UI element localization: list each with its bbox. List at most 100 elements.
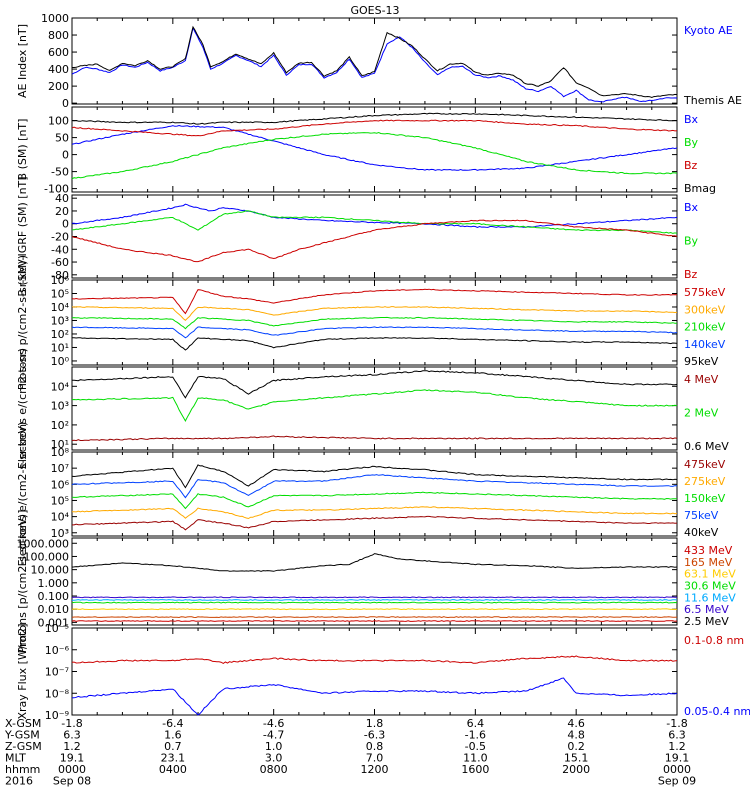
x-axis-value: 6.3 bbox=[668, 729, 686, 742]
y-tick-label: 1000 bbox=[41, 12, 69, 25]
legend-entry: 4 MeV bbox=[684, 373, 719, 386]
legend-entry: 0.05-0.4 nm bbox=[684, 705, 750, 718]
x-axis-value: 19.1 bbox=[665, 752, 690, 765]
y-tick-label: 200 bbox=[48, 80, 69, 93]
y-tick-label: 400 bbox=[48, 63, 69, 76]
y-tick-label: 10³ bbox=[51, 314, 69, 327]
y-axis-label: Xray Flux [W/m2] bbox=[16, 623, 29, 719]
series-line bbox=[71, 506, 678, 520]
legend-entry: 150keV bbox=[684, 492, 726, 505]
series-line bbox=[71, 26, 678, 103]
x-axis-value: 23.1 bbox=[161, 752, 186, 765]
y-tick-label: 0.100 bbox=[38, 590, 70, 603]
legend-entry: 75keV bbox=[684, 509, 719, 522]
x-axis-value: 1.2 bbox=[63, 740, 81, 753]
x-axis-value: 2000 bbox=[562, 763, 590, 776]
legend-entry: 575keV bbox=[684, 286, 726, 299]
series-line bbox=[71, 620, 678, 622]
series-line bbox=[71, 288, 678, 315]
x-axis-table: X-GSMY-GSMZ-GSMMLThhmm2016-1.86.31.219.1… bbox=[4, 717, 696, 788]
legend-entry: 30.6 MeV bbox=[684, 580, 736, 593]
legend-entry: 433 MeV bbox=[684, 544, 733, 557]
x-axis-value: 1.8 bbox=[366, 717, 384, 730]
series-line bbox=[71, 210, 678, 234]
y-tick-label: 100 bbox=[48, 115, 69, 128]
panel-8: 10⁻⁹ 10⁻⁸ 10⁻⁷ 10⁻⁶ 10⁻⁵ Xray Flux [W/m2] 0.1-… bbox=[16, 622, 750, 722]
series-line bbox=[71, 596, 678, 599]
y-tick-label: 100.000 bbox=[24, 550, 70, 563]
x-row-label: 2016 bbox=[5, 775, 33, 788]
legend-entry: 275keV bbox=[684, 475, 726, 488]
series-line bbox=[71, 599, 678, 601]
y-tick-label: -50 bbox=[51, 166, 69, 179]
panel-frame bbox=[71, 194, 678, 279]
legend-entry: 475keV bbox=[684, 458, 726, 471]
panel-6: 10³ 10⁴ 10⁵ 10⁶ 10⁷ 10⁸ Electrons e/(cm2-s-sr-… bbox=[16, 422, 726, 567]
legend-entry: 300keV bbox=[684, 303, 726, 316]
x-axis-value: 6.4 bbox=[467, 717, 485, 730]
x-axis-value: 7.0 bbox=[366, 752, 384, 765]
y-tick-label: -60 bbox=[51, 256, 69, 269]
legend-entry: 63.1 MeV bbox=[684, 568, 736, 581]
y-tick-label: 0.001 bbox=[38, 616, 70, 629]
y-tick-label: 40 bbox=[55, 192, 69, 205]
x-axis-value: 11.0 bbox=[463, 752, 488, 765]
y-tick-label: 10⁻⁸ bbox=[45, 687, 70, 700]
y-tick-label: 10⁴ bbox=[51, 380, 70, 393]
x-row-label: Z-GSM bbox=[5, 740, 42, 753]
x-axis-value: 0400 bbox=[159, 763, 187, 776]
legend-entry: Bx bbox=[684, 113, 699, 126]
x-axis-value: -4.7 bbox=[263, 729, 284, 742]
y-tick-label: -20 bbox=[51, 231, 69, 244]
x-axis-value: 1.6 bbox=[164, 729, 182, 742]
y-tick-label: 10⁸ bbox=[51, 446, 70, 459]
x-row-label: X-GSM bbox=[5, 717, 41, 730]
y-tick-label: 600 bbox=[48, 46, 69, 59]
series-line bbox=[71, 491, 678, 510]
series-line bbox=[71, 435, 678, 442]
series-line bbox=[71, 474, 678, 499]
y-tick-label: 10⁵ bbox=[51, 494, 69, 507]
y-tick-label: -80 bbox=[51, 269, 69, 282]
series-line bbox=[71, 677, 678, 716]
y-tick-label: 1.000 bbox=[38, 577, 70, 590]
x-axis-value: 19.1 bbox=[60, 752, 85, 765]
y-axis-label: B (SM) [nT] bbox=[16, 119, 29, 181]
y-tick-label: 10⁰ bbox=[51, 355, 70, 368]
series-line bbox=[72, 515, 678, 531]
legend-entry: Bz bbox=[684, 159, 698, 172]
y-tick-label: 10¹ bbox=[51, 341, 69, 354]
series-line bbox=[71, 119, 678, 137]
x-axis-value: 3.0 bbox=[265, 752, 283, 765]
x-axis-value: Sep 09 bbox=[658, 775, 696, 788]
x-axis-value: 0000 bbox=[58, 763, 86, 776]
legend-entry: 2.5 MeV bbox=[684, 615, 729, 628]
x-axis-value: -4.6 bbox=[263, 717, 284, 730]
series-line bbox=[71, 616, 678, 619]
series-line bbox=[71, 316, 677, 330]
y-tick-label: 0 bbox=[62, 149, 69, 162]
series-line bbox=[71, 553, 678, 572]
x-axis-value: -1.8 bbox=[666, 717, 687, 730]
x-axis-value: 15.1 bbox=[564, 752, 589, 765]
y-axis-label: B (SM)-IGRF (SM) [nT] bbox=[16, 176, 29, 296]
x-axis-value: -0.5 bbox=[465, 740, 486, 753]
y-tick-label: 10³ bbox=[51, 527, 69, 540]
legend-entry: 210keV bbox=[684, 321, 726, 334]
legend-entry: 0.6 MeV bbox=[684, 440, 729, 453]
x-axis-value: -1.8 bbox=[61, 717, 82, 730]
y-tick-label: 10⁻⁹ bbox=[45, 709, 69, 722]
legend-entry: 11.6 MeV bbox=[684, 591, 736, 604]
legend-entry: 0.1-0.8 nm bbox=[684, 634, 744, 647]
x-axis-value: 0.7 bbox=[164, 740, 182, 753]
legend-entry: 95keV bbox=[684, 355, 719, 368]
legend-entry: Bmag bbox=[684, 182, 716, 195]
legend-entry: Bx bbox=[684, 201, 699, 214]
x-axis-value: 4.8 bbox=[567, 729, 585, 742]
y-axis-label: Electrons e/(cm2-s-sr-keV) bbox=[16, 422, 29, 567]
y-tick-label: 10³ bbox=[51, 400, 69, 413]
x-axis-value: 1600 bbox=[461, 763, 489, 776]
x-axis-value: 6.3 bbox=[63, 729, 81, 742]
